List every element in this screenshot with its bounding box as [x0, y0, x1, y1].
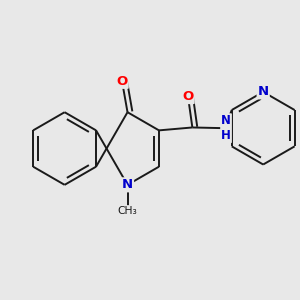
Text: O: O — [116, 75, 128, 88]
Text: N: N — [258, 85, 269, 98]
Text: N: N — [122, 178, 133, 191]
Text: O: O — [182, 90, 194, 103]
Text: CH₃: CH₃ — [118, 206, 137, 216]
Text: N
H: N H — [221, 114, 231, 142]
